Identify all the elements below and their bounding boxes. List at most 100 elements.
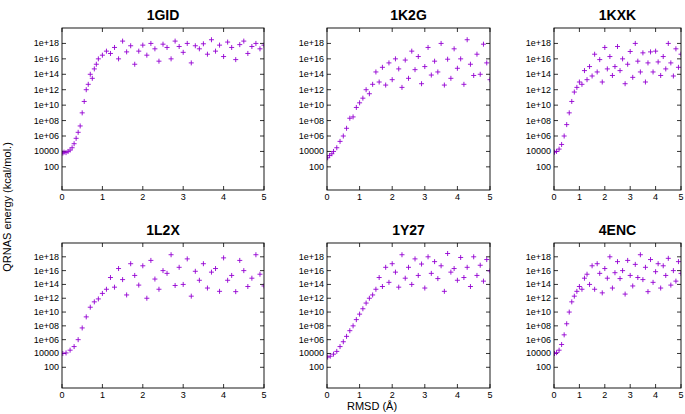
point: [656, 261, 661, 266]
point: [128, 43, 133, 48]
point: [201, 41, 206, 46]
y-tick-label: 1e+18: [526, 38, 551, 48]
x-tick: [142, 28, 143, 32]
y-tick: [486, 120, 490, 121]
point: [377, 80, 382, 85]
point: [181, 50, 186, 55]
point: [377, 275, 382, 280]
y-tick-label: 1e+16: [299, 54, 324, 64]
y-tick: [62, 58, 66, 59]
point: [390, 77, 395, 82]
point: [577, 80, 582, 85]
y-tick: [327, 74, 331, 75]
point: [643, 265, 648, 270]
y-tick: [677, 312, 681, 313]
x-tick-label: 0: [324, 192, 329, 202]
y-tick-label: 100: [44, 162, 59, 172]
point: [676, 259, 681, 264]
plot-frame: [554, 243, 681, 388]
point: [623, 81, 628, 86]
point: [249, 276, 254, 281]
y-tick: [327, 43, 331, 44]
x-tick: [655, 243, 656, 247]
y-tick-label: 1e+10: [526, 100, 551, 110]
point: [213, 266, 218, 271]
points: [554, 252, 681, 356]
point: [393, 56, 398, 61]
point: [367, 296, 372, 301]
point: [62, 351, 65, 356]
point: [249, 44, 254, 49]
y-tick: [327, 325, 331, 326]
x-tick-label: 5: [261, 192, 266, 202]
x-tick: [457, 384, 458, 388]
y-tick: [486, 312, 490, 313]
y-tick: [62, 270, 66, 271]
point: [572, 294, 577, 299]
point: [156, 59, 161, 64]
y-tick-label: 1e+18: [526, 252, 551, 262]
x-tick: [359, 384, 360, 388]
point: [360, 306, 365, 311]
point: [354, 317, 359, 322]
point: [386, 280, 391, 285]
y-tick: [677, 256, 681, 257]
y-tick: [62, 89, 66, 90]
x-tick: [142, 186, 143, 190]
point: [557, 348, 562, 353]
point: [574, 289, 579, 294]
point: [607, 54, 612, 59]
point: [668, 60, 673, 65]
point: [595, 261, 600, 266]
point: [481, 279, 486, 284]
point: [564, 122, 569, 127]
plot-frame: [327, 28, 490, 190]
y-tick: [554, 89, 558, 90]
point: [217, 289, 222, 294]
point: [177, 265, 182, 270]
y-tick-label: 1e+10: [34, 100, 59, 110]
y-tick: [260, 74, 264, 75]
point: [245, 284, 250, 289]
x-tick-label: 1: [357, 192, 362, 202]
y-tick-label: 1e+14: [34, 279, 59, 289]
y-tick: [554, 136, 558, 137]
point: [173, 283, 178, 288]
point: [124, 49, 129, 54]
point: [554, 350, 559, 355]
x-tick: [655, 28, 656, 32]
y-tick: [62, 120, 66, 121]
point: [169, 252, 174, 257]
point: [96, 296, 101, 301]
x-tick: [102, 243, 103, 247]
point: [161, 268, 166, 273]
point: [468, 62, 473, 67]
point: [448, 270, 453, 275]
x-tick: [630, 28, 631, 32]
point: [213, 49, 218, 54]
point: [338, 139, 343, 144]
point: [653, 269, 658, 274]
point: [445, 251, 450, 256]
point: [229, 273, 234, 278]
x-tick-label: 1: [577, 192, 582, 202]
y-tick: [677, 270, 681, 271]
x-tick: [102, 384, 103, 388]
y-tick: [260, 256, 264, 257]
x-tick: [102, 28, 103, 32]
y-tick: [677, 105, 681, 106]
x-tick-label: 3: [422, 192, 427, 202]
point: [161, 42, 166, 47]
point: [643, 80, 648, 85]
point: [380, 284, 385, 289]
point: [253, 41, 258, 46]
points: [62, 252, 264, 356]
point: [484, 60, 489, 65]
point: [403, 58, 408, 63]
x-tick: [630, 186, 631, 190]
x-tick-label: 3: [422, 390, 427, 400]
x-tick-label: 0: [551, 192, 556, 202]
y-tick: [554, 298, 558, 299]
y-tick-label: 10000: [299, 146, 324, 156]
point: [140, 43, 145, 48]
